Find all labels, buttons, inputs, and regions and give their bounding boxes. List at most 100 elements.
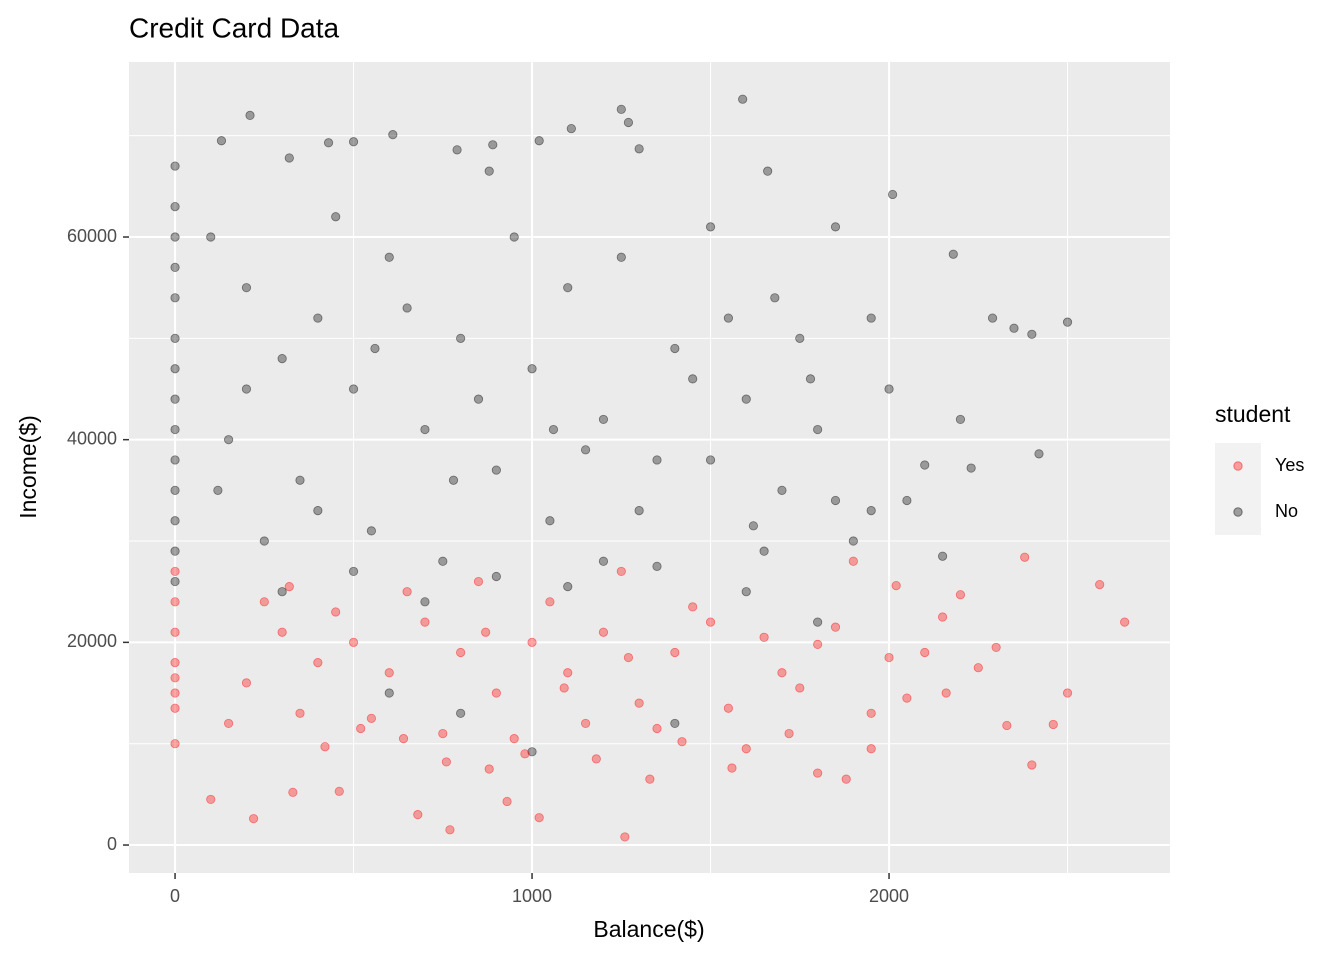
point [670,718,680,729]
point [248,814,259,824]
point [456,708,466,718]
point [448,475,459,485]
point [891,581,901,591]
point [634,144,644,154]
point [723,703,733,713]
point [777,485,787,495]
point [509,734,519,744]
point [384,668,394,678]
point [170,673,180,683]
point [170,597,180,607]
point [170,658,180,668]
point [323,138,334,148]
point [348,566,359,577]
point [331,212,341,222]
point [170,161,180,171]
point [259,536,269,546]
point [652,561,662,571]
point [348,384,359,394]
point [620,832,630,842]
point [438,728,448,739]
point [452,145,462,155]
point [1062,317,1073,327]
point [688,602,698,612]
point [920,647,930,658]
point [1034,449,1044,459]
point [224,435,234,445]
point [759,632,769,642]
point [888,189,898,200]
point [420,617,430,627]
point [545,516,555,526]
legend-key [1233,507,1243,517]
point [580,718,591,729]
point [348,637,359,647]
point [1120,617,1130,627]
point [398,734,409,744]
point [481,627,491,637]
point [741,744,751,754]
x-axis-title: Balance($) [593,916,704,942]
point [813,768,823,778]
point [848,556,858,566]
point [902,693,912,703]
legend-title: student [1215,401,1291,427]
point [784,728,794,739]
point [224,718,234,729]
chart-title: Credit Card Data [129,12,340,43]
point [830,495,841,506]
point [670,647,680,658]
point [987,313,998,323]
point [366,713,377,723]
legend-key-bg [1215,443,1261,535]
point [527,747,537,757]
point [937,612,948,622]
point [170,333,180,343]
point [670,343,680,354]
point [813,424,823,435]
point [591,754,601,764]
point [748,521,758,531]
point [741,587,751,597]
point [170,364,180,374]
point [384,252,394,262]
point [770,293,780,303]
point [1009,323,1019,333]
point [438,556,448,566]
point [884,652,894,663]
point [534,813,544,823]
point [884,384,894,394]
point [216,136,227,146]
point [473,576,484,587]
point [170,516,180,526]
point [1002,720,1012,731]
point [370,343,380,354]
point [441,757,451,767]
point [813,617,823,627]
legend-label: No [1275,501,1298,521]
point [795,333,805,343]
point [384,688,394,698]
point [170,232,180,242]
point [1062,688,1073,698]
point [484,764,494,774]
point [284,582,294,592]
point [534,136,544,146]
point [277,587,287,597]
point [331,607,341,617]
point [491,465,501,475]
point [170,546,180,556]
point [559,683,569,693]
x-tick-label: 2000 [869,886,909,906]
point [830,222,841,232]
point [634,506,644,516]
point [259,597,269,607]
point [805,374,816,384]
point [313,658,323,668]
point [920,460,930,470]
point [991,642,1001,653]
point [420,597,430,607]
point [955,590,966,600]
point [688,374,698,384]
point [623,117,634,128]
